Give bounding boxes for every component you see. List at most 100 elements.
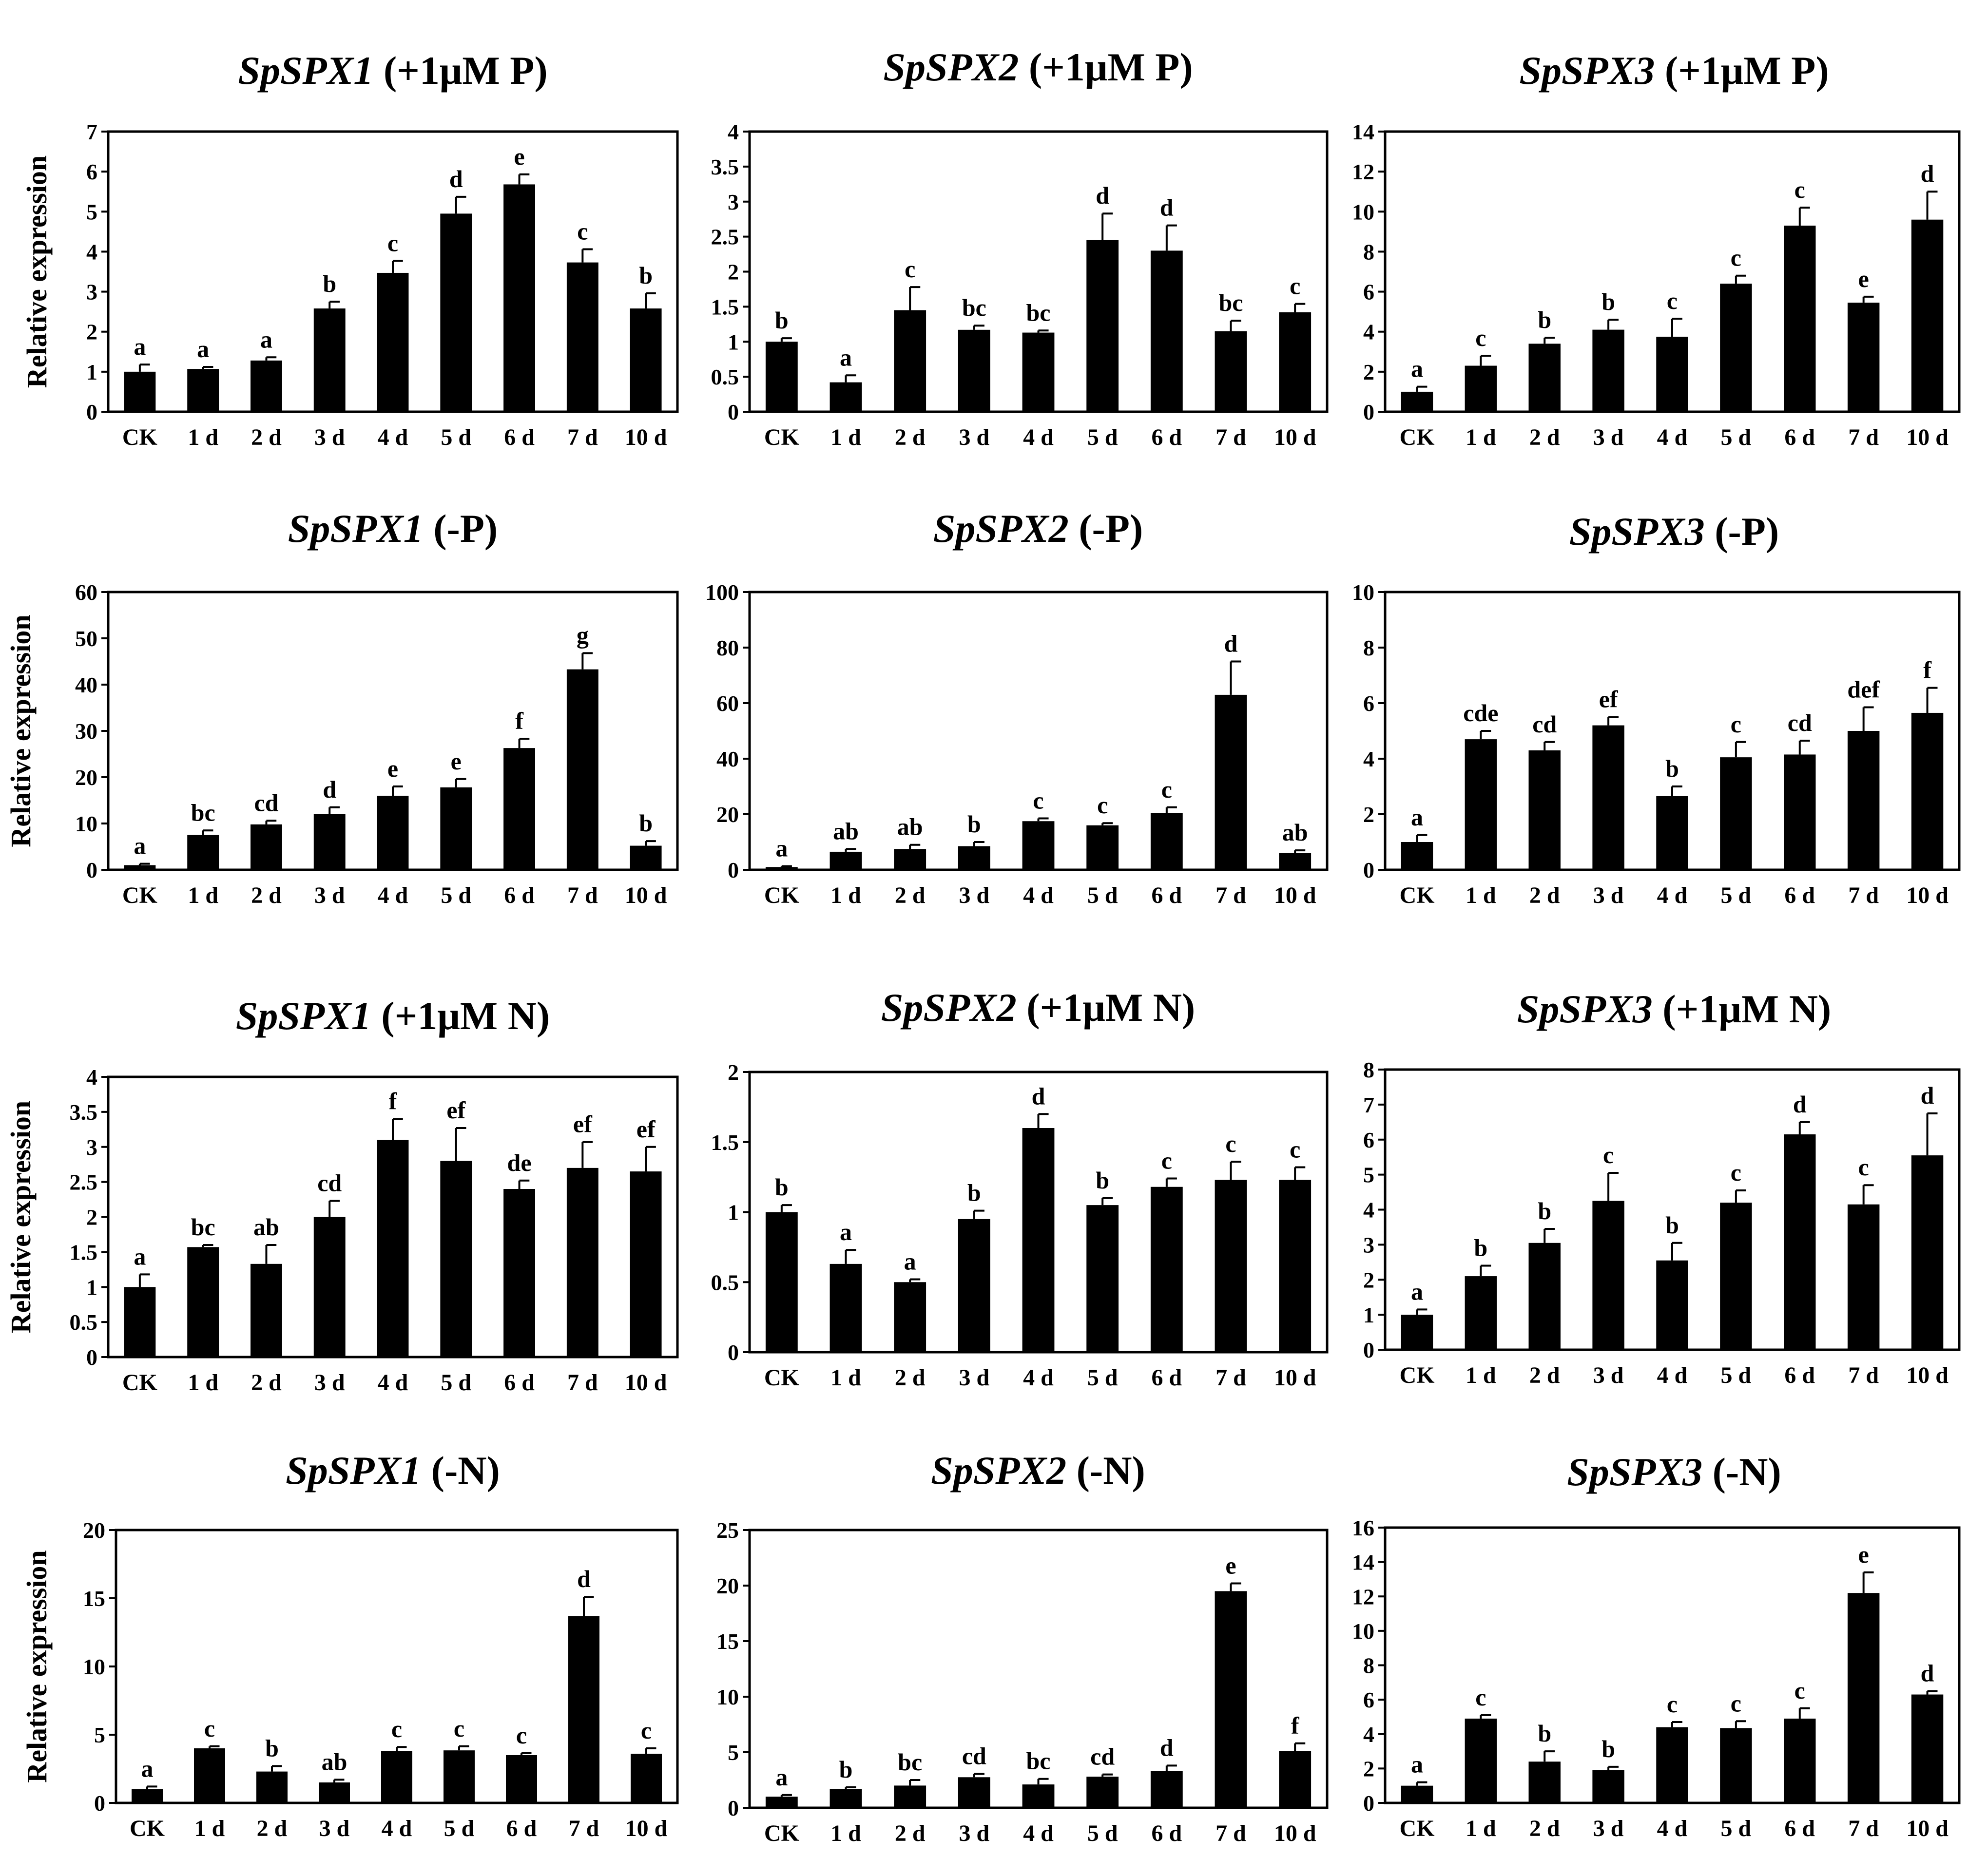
- bar: [1592, 1201, 1624, 1350]
- significance-letter: ab: [253, 1213, 279, 1241]
- chart-panel-10: SpSPX1 (-N) 0 5 10 15 20 Relative expression a C…: [21, 1448, 679, 1841]
- y-tick-label: 20: [83, 1518, 105, 1543]
- x-tick-label: 6 d: [504, 424, 535, 450]
- chart-title-gene: SpSPX2: [933, 506, 1069, 551]
- significance-letter: c: [391, 1715, 402, 1742]
- chart-title-condition: (+1μM N): [1653, 987, 1831, 1031]
- bar: [630, 308, 662, 412]
- significance-letter: e: [451, 747, 462, 775]
- bar: [894, 310, 926, 412]
- x-tick-label: 6 d: [1784, 1362, 1815, 1388]
- x-tick-label: CK: [122, 1370, 157, 1396]
- y-tick-label: 4: [1363, 1198, 1374, 1223]
- significance-letter: b: [639, 809, 653, 837]
- x-tick-label: 3 d: [1593, 1362, 1624, 1388]
- bar: [194, 1748, 225, 1803]
- x-tick-label: 1 d: [830, 882, 861, 908]
- bar: [1150, 1187, 1183, 1352]
- significance-letter: c: [1290, 272, 1300, 300]
- bar: [377, 272, 409, 412]
- bar: [568, 1616, 599, 1803]
- chart-title-condition: (-N): [421, 1448, 500, 1493]
- bar: [830, 1263, 862, 1352]
- x-tick-label: 1 d: [188, 1370, 218, 1396]
- significance-letter: b: [1601, 1735, 1615, 1762]
- bar: [1279, 853, 1312, 870]
- significance-letter: b: [1538, 306, 1551, 333]
- bar: [1401, 1785, 1433, 1803]
- x-tick-label: 1 d: [830, 1820, 861, 1846]
- x-tick-label: CK: [1399, 1816, 1434, 1841]
- y-tick-label: 12: [1352, 1584, 1374, 1609]
- significance-letter: a: [840, 344, 852, 371]
- y-tick-label: 1.5: [711, 1130, 739, 1155]
- bar: [1656, 336, 1688, 412]
- bar: [1847, 1593, 1880, 1803]
- x-tick-label: 7 d: [1848, 1816, 1879, 1841]
- bar: [765, 342, 798, 412]
- y-tick-label: 7: [86, 119, 97, 144]
- bar: [1592, 1770, 1624, 1803]
- x-tick-label: 3 d: [959, 424, 989, 450]
- x-tick-label: 3 d: [314, 882, 345, 908]
- x-tick-label: 2 d: [251, 1370, 282, 1396]
- significance-letter: e: [514, 143, 524, 170]
- y-axis-label: Relative expression: [21, 1550, 53, 1782]
- bar: [958, 1219, 990, 1352]
- x-tick-label: 4 d: [1657, 424, 1688, 450]
- significance-letter: a: [775, 835, 788, 862]
- significance-letter: b: [839, 1756, 853, 1783]
- y-tick-label: 2: [1363, 802, 1374, 827]
- y-tick-label: 6: [1363, 1687, 1374, 1712]
- y-axis-label: Relative expression: [21, 155, 53, 388]
- x-tick-label: CK: [122, 424, 157, 450]
- bar: [894, 849, 926, 870]
- x-tick-label: 2 d: [895, 1820, 926, 1846]
- significance-letter: c: [1667, 287, 1678, 314]
- chart-title-gene: SpSPX3: [1567, 1450, 1702, 1494]
- significance-letter: ab: [1282, 819, 1308, 846]
- significance-letter: c: [1858, 1153, 1869, 1181]
- x-tick-label: 4 d: [382, 1816, 412, 1841]
- bar: [1279, 1180, 1312, 1352]
- y-tick-label: 3: [1363, 1232, 1374, 1257]
- x-tick-label: 1 d: [194, 1816, 225, 1841]
- x-tick-label: CK: [1399, 882, 1434, 908]
- bar: [1215, 694, 1247, 870]
- significance-letter: c: [1033, 787, 1043, 814]
- y-tick-label: 10: [83, 1654, 105, 1679]
- significance-letter: a: [260, 325, 272, 353]
- x-tick-label: 3 d: [314, 1370, 345, 1396]
- x-tick-label: 7 d: [1216, 1365, 1246, 1391]
- significance-letter: c: [1731, 244, 1741, 271]
- y-tick-label: 5: [1363, 1163, 1374, 1187]
- chart-panel-5: SpSPX2 (-P) 0 20 40 60 80 100 a CK ab 1 d ab 2 d b 3 d…: [705, 506, 1329, 908]
- chart-title: SpSPX1 (-P): [288, 506, 498, 551]
- y-tick-label: 8: [1363, 239, 1374, 264]
- chart-title: SpSPX3 (+1μM P): [1519, 48, 1829, 93]
- x-tick-label: 4 d: [378, 424, 408, 450]
- significance-letter: cd: [317, 1169, 342, 1196]
- significance-letter: def: [1847, 676, 1880, 703]
- y-tick-label: 2: [86, 320, 97, 345]
- bar: [631, 1754, 662, 1803]
- significance-letter: c: [1794, 1677, 1805, 1704]
- y-tick-label: 0: [1363, 1338, 1374, 1362]
- bar: [765, 867, 798, 870]
- bar: [1150, 813, 1183, 870]
- bar: [1911, 712, 1944, 870]
- x-tick-label: 4 d: [1023, 1820, 1054, 1846]
- significance-letter: a: [904, 1248, 916, 1275]
- significance-letter: d: [1032, 1082, 1045, 1110]
- y-tick-label: 60: [716, 691, 739, 716]
- significance-letter: cde: [1463, 699, 1498, 727]
- bar: [440, 1161, 472, 1357]
- significance-letter: a: [134, 333, 146, 360]
- significance-letter: cd: [1532, 710, 1557, 738]
- y-tick-label: 2: [728, 1060, 739, 1085]
- bar: [830, 382, 862, 412]
- x-tick-label: 1 d: [1466, 1816, 1496, 1841]
- chart-panel-12: SpSPX3 (-N) 0 2 4 6 8 10 12 14 16 a CK c 1 d b 2 d b 3 d c…: [1352, 1450, 1961, 1841]
- significance-letter: d: [323, 776, 336, 803]
- chart-panel-1: SpSPX1 (+1μM P) 0 1 2 3 4 5 6 7 Relative expressi…: [21, 48, 679, 450]
